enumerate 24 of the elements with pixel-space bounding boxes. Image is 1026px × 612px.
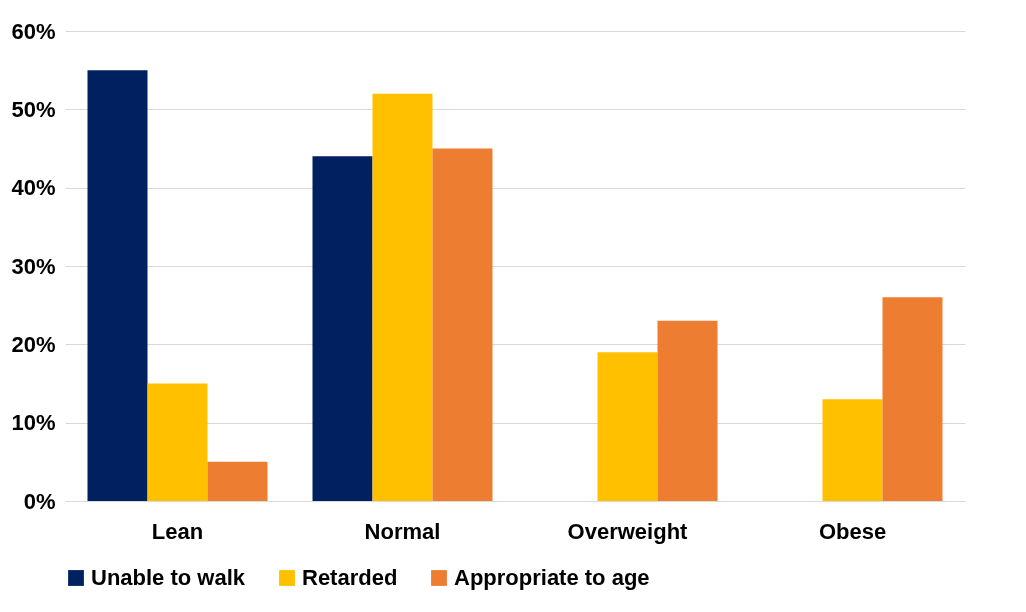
bar [87,70,148,501]
y-tick-label: 50% [11,96,56,122]
y-tick-label: 40% [11,175,56,201]
bar [207,461,268,501]
bar [822,399,883,501]
bar [882,297,943,501]
y-tick-label: 0% [23,488,56,514]
bar [597,352,658,501]
legend-label: Retarded [302,565,398,590]
y-tick-label: 60% [11,18,56,44]
x-tick-label: Obese [818,518,887,544]
y-tick-label: 30% [11,253,56,279]
bar [312,156,373,501]
bar [657,320,718,501]
legend-label: Appropriate to age [454,565,650,590]
legend-label: Unable to walk [91,565,246,590]
bar [147,383,208,501]
y-tick-label: 10% [11,410,56,436]
bar [432,148,493,501]
x-tick-label: Overweight [567,518,689,544]
x-tick-label: Lean [151,518,204,544]
x-tick-label: Normal [364,518,441,544]
y-tick-label: 20% [11,331,56,357]
bar [372,93,433,501]
